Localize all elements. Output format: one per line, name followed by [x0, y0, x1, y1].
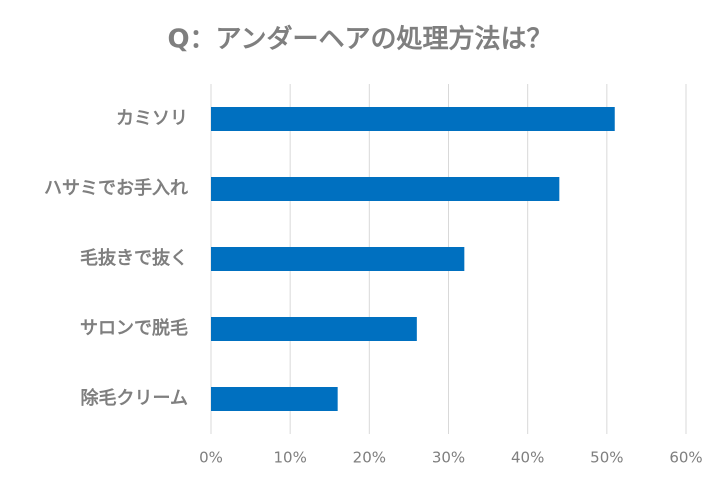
x-tick-label: 50% [590, 449, 623, 467]
y-tick-label: ハサミでお手入れ [44, 177, 188, 199]
bar [211, 247, 465, 271]
bar [211, 387, 338, 411]
chart-title: Q：アンダーヘアの処理方法は？ [167, 24, 552, 55]
bar [211, 317, 417, 341]
x-tick-label: 0% [199, 449, 223, 467]
x-tick-label: 30% [432, 449, 465, 467]
x-tick-label: 60% [669, 449, 702, 467]
x-tick-label: 40% [511, 449, 544, 467]
y-tick-label: サロンで脱毛 [80, 317, 188, 339]
bar [211, 177, 560, 201]
y-tick-label: 除毛クリーム [81, 387, 188, 409]
x-tick-label: 20% [353, 449, 386, 467]
y-tick-label: 毛抜きで抜く [80, 247, 188, 269]
bar [211, 107, 615, 131]
y-tick-label: カミソリ [116, 108, 188, 129]
x-tick-label: 10% [273, 449, 306, 467]
